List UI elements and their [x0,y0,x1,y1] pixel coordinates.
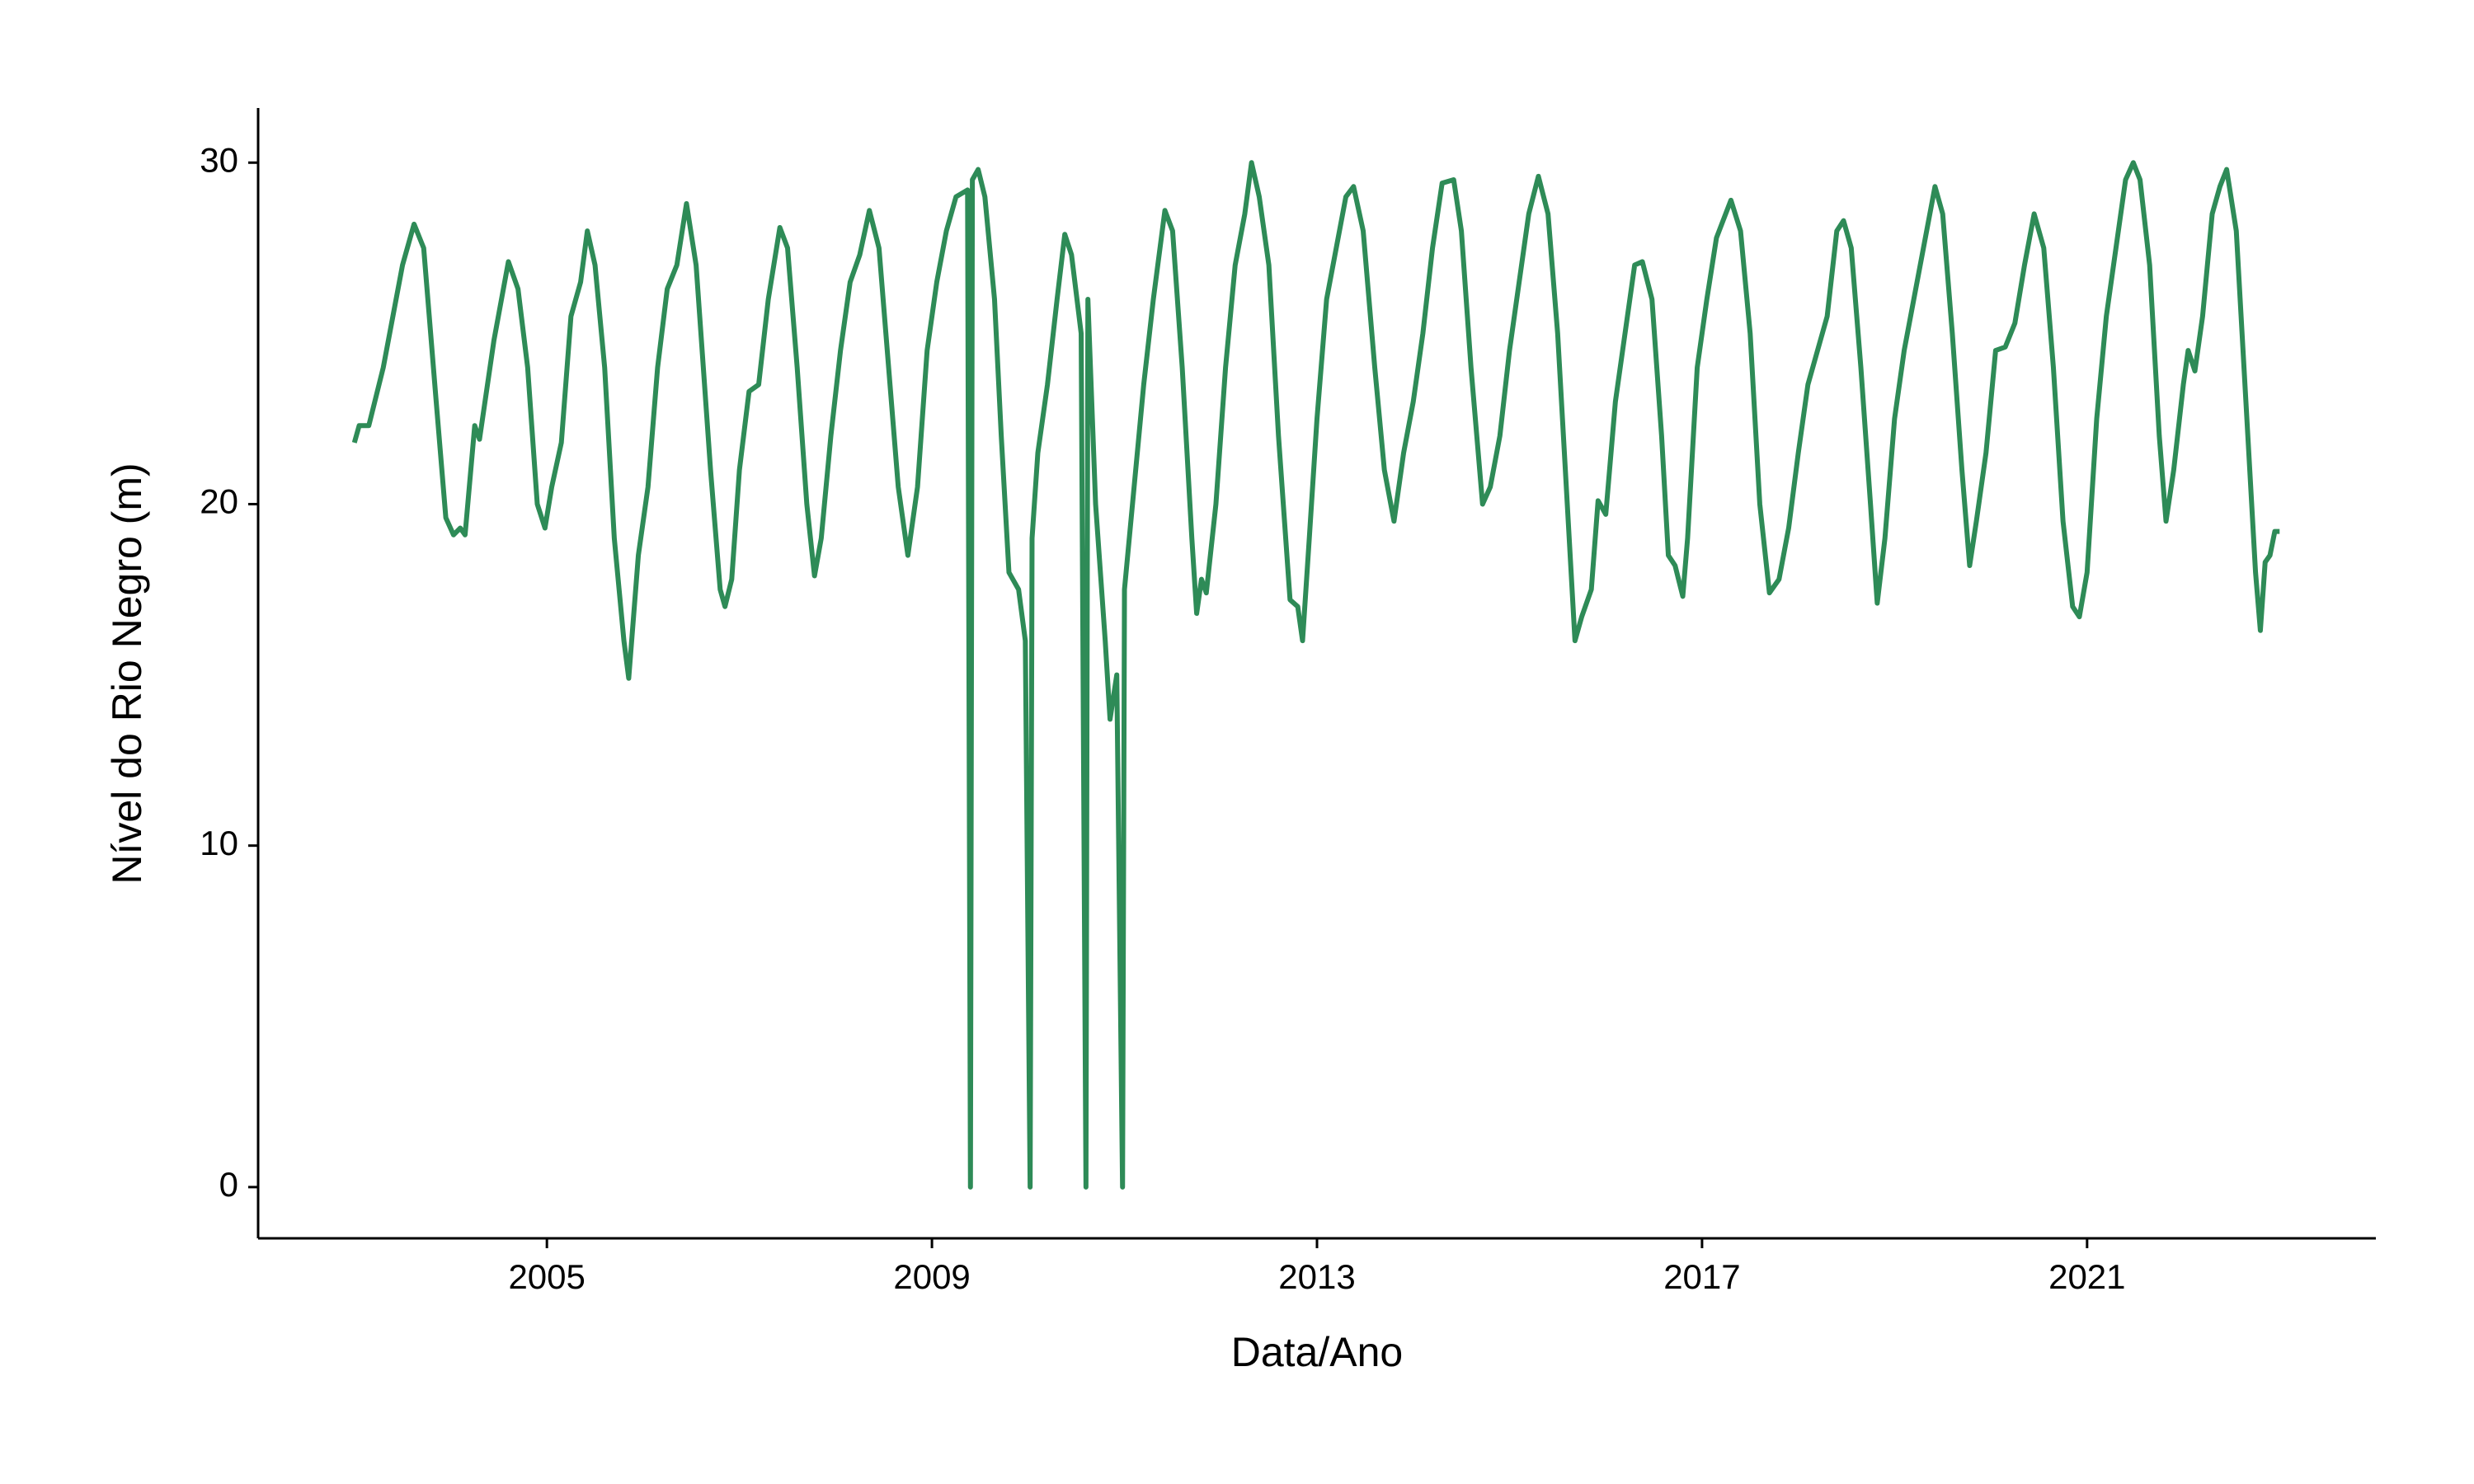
data-line [351,160,2280,1190]
x-tick-label: 2009 [893,1257,970,1296]
y-tick-label: 0 [219,1165,238,1204]
x-tick-label: 2021 [2048,1257,2125,1296]
x-tick-label: 2017 [1663,1257,1740,1296]
x-axis-label: Data/Ano [1231,1329,1403,1375]
y-axis-label: Nível do Rio Negro (m) [104,463,150,884]
x-tick-label: 2013 [1278,1257,1355,1296]
y-tick-label: 10 [200,824,238,862]
y-tick-label: 20 [200,482,238,521]
x-tick-label: 2005 [508,1257,585,1296]
y-tick-label: 30 [200,140,238,179]
